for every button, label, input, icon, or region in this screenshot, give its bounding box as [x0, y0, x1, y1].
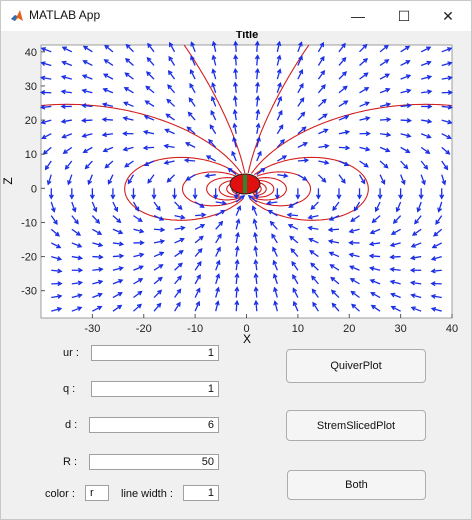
plot-panel: Title X Z -30 -20 -10 0 10 20 30 40 40 30 20 10 0 -1…: [1, 31, 471, 351]
quiver-streamline-axes[interactable]: Title X Z -30 -20 -10 0 10 20 30 40 40 30 20 10 0 -1…: [1, 31, 471, 351]
x-tick-label: 0: [243, 323, 249, 335]
minimize-icon: —: [351, 8, 365, 24]
x-tick-label: 20: [343, 323, 355, 335]
close-button[interactable]: ✕: [425, 1, 471, 31]
ur-label: ur :: [63, 347, 79, 359]
y-tick-label: 20: [25, 115, 37, 127]
d-input[interactable]: 6: [89, 417, 219, 433]
R-label: R :: [63, 456, 77, 468]
y-tick-label: -10: [21, 217, 37, 229]
y-tick-label: 40: [25, 47, 37, 59]
line-width-label: line width :: [121, 488, 173, 500]
maximize-icon: ☐: [398, 8, 411, 25]
y-tick-label: 0: [31, 183, 37, 195]
both-button[interactable]: Both: [287, 470, 426, 500]
y-axis-label: Z: [1, 177, 15, 184]
line-width-input[interactable]: 1: [183, 485, 219, 501]
ur-input[interactable]: 1: [91, 345, 219, 361]
matlab-logo-icon: [10, 9, 24, 23]
quiverplot-button[interactable]: QuiverPlot: [286, 349, 426, 383]
y-tick-label: 30: [25, 81, 37, 93]
d-label: d :: [65, 419, 77, 431]
color-label: color :: [45, 488, 75, 500]
maximize-button[interactable]: ☐: [381, 1, 427, 31]
x-tick-label: 40: [446, 323, 458, 335]
close-icon: ✕: [442, 8, 454, 25]
title-bar: MATLAB App — ☐ ✕: [1, 1, 471, 31]
y-tick-label: 10: [25, 149, 37, 161]
x-tick-label: -10: [187, 323, 203, 335]
streamslicedplot-button[interactable]: StremSlicedPlot: [286, 410, 426, 441]
window-title: MATLAB App: [29, 8, 100, 22]
minimize-button[interactable]: —: [335, 1, 381, 31]
y-tick-label: -20: [21, 252, 37, 264]
x-tick-label: -30: [84, 323, 100, 335]
x-tick-label: 10: [292, 323, 304, 335]
q-label: q :: [63, 383, 75, 395]
R-input[interactable]: 50: [89, 454, 219, 470]
q-input[interactable]: 1: [91, 381, 219, 397]
color-input[interactable]: r: [85, 485, 109, 501]
x-tick-label: 30: [395, 323, 407, 335]
y-tick-label: -30: [21, 286, 37, 298]
plot-title: Title: [236, 31, 258, 41]
x-tick-label: -20: [136, 323, 152, 335]
